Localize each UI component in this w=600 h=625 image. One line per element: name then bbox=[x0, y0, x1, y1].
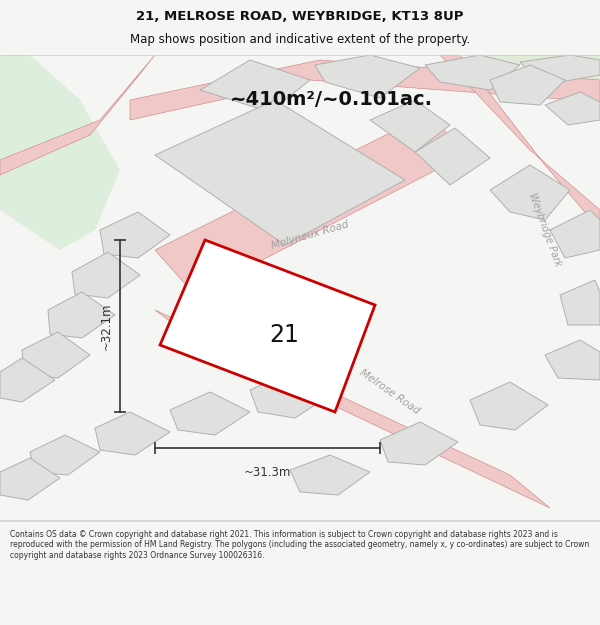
Polygon shape bbox=[440, 55, 600, 230]
Polygon shape bbox=[550, 210, 600, 258]
Polygon shape bbox=[155, 310, 550, 508]
Polygon shape bbox=[130, 60, 600, 120]
Polygon shape bbox=[490, 165, 570, 220]
Polygon shape bbox=[425, 55, 520, 90]
Text: 21: 21 bbox=[269, 324, 299, 348]
Polygon shape bbox=[170, 392, 250, 435]
Polygon shape bbox=[200, 60, 310, 112]
Polygon shape bbox=[250, 372, 330, 418]
Polygon shape bbox=[545, 340, 600, 380]
Text: Contains OS data © Crown copyright and database right 2021. This information is : Contains OS data © Crown copyright and d… bbox=[10, 530, 589, 560]
Polygon shape bbox=[72, 252, 140, 298]
Polygon shape bbox=[155, 100, 405, 245]
Polygon shape bbox=[290, 455, 370, 495]
Text: ~31.3m: ~31.3m bbox=[244, 466, 291, 479]
Polygon shape bbox=[490, 65, 565, 105]
Text: ~410m²/~0.101ac.: ~410m²/~0.101ac. bbox=[230, 90, 433, 109]
Text: Molyneux Road: Molyneux Road bbox=[270, 219, 350, 251]
Polygon shape bbox=[480, 55, 600, 100]
Polygon shape bbox=[0, 55, 155, 175]
Polygon shape bbox=[315, 55, 420, 98]
Polygon shape bbox=[370, 100, 450, 152]
Text: Weybridge Park: Weybridge Park bbox=[527, 192, 563, 268]
Polygon shape bbox=[100, 212, 170, 258]
Polygon shape bbox=[22, 332, 90, 378]
Polygon shape bbox=[560, 280, 600, 325]
Text: Melrose Road: Melrose Road bbox=[358, 368, 422, 416]
Polygon shape bbox=[380, 422, 458, 465]
Polygon shape bbox=[520, 55, 600, 82]
Text: Map shows position and indicative extent of the property.: Map shows position and indicative extent… bbox=[130, 32, 470, 46]
Polygon shape bbox=[95, 412, 170, 455]
Polygon shape bbox=[155, 113, 465, 295]
Polygon shape bbox=[48, 292, 115, 338]
Polygon shape bbox=[0, 458, 60, 500]
Polygon shape bbox=[545, 92, 600, 125]
Polygon shape bbox=[470, 382, 548, 430]
Polygon shape bbox=[30, 435, 100, 475]
Text: 21, MELROSE ROAD, WEYBRIDGE, KT13 8UP: 21, MELROSE ROAD, WEYBRIDGE, KT13 8UP bbox=[136, 11, 464, 24]
Text: ~32.1m: ~32.1m bbox=[100, 302, 113, 350]
Polygon shape bbox=[415, 128, 490, 185]
Polygon shape bbox=[160, 240, 375, 412]
Polygon shape bbox=[0, 358, 55, 402]
Polygon shape bbox=[0, 55, 120, 250]
